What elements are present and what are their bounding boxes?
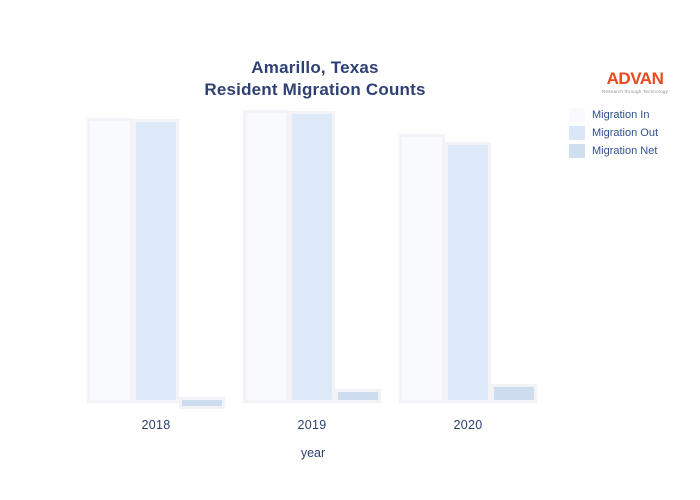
- chart-title-line2: Resident Migration Counts: [204, 80, 426, 100]
- legend-item-migration-net[interactable]: Migration Net: [569, 144, 658, 158]
- bar-2020-migration-net[interactable]: [491, 384, 537, 403]
- advan-logo: ADVAN Research through Technology: [597, 61, 673, 102]
- bar-2019-migration-out[interactable]: [289, 111, 335, 403]
- legend-label: Migration Net: [592, 145, 658, 157]
- legend-label: Migration Out: [592, 127, 659, 139]
- bar-2018-migration-net[interactable]: [179, 397, 225, 409]
- advan-logo-tagline: Research through Technology: [601, 88, 669, 94]
- legend-swatch: [569, 108, 585, 122]
- bar-2019-migration-net[interactable]: [335, 389, 381, 403]
- x-tick-2020: 2020: [453, 418, 483, 432]
- bar-2020-migration-out[interactable]: [445, 142, 491, 403]
- legend-label: Migration In: [592, 109, 650, 121]
- chart-title: Amarillo, Texas Resident Migration Count…: [0, 57, 630, 101]
- x-tick-2018: 2018: [141, 418, 171, 432]
- chart-legend: Migration In Migration Out Migration Net: [569, 108, 658, 162]
- bar-2018-migration-in[interactable]: [87, 118, 133, 403]
- x-tick-2019: 2019: [297, 418, 327, 432]
- legend-item-migration-in[interactable]: Migration In: [569, 108, 658, 122]
- legend-swatch: [569, 144, 585, 158]
- advan-logo-text: ADVAN: [606, 68, 664, 88]
- chart-title-line1: Amarillo, Texas: [251, 58, 379, 77]
- x-axis-title: year: [300, 446, 326, 460]
- legend-swatch: [569, 126, 585, 140]
- bar-2019-migration-in[interactable]: [243, 110, 289, 403]
- bar-2020-migration-in[interactable]: [399, 134, 445, 403]
- bar-2018-migration-out[interactable]: [133, 119, 179, 403]
- legend-item-migration-out[interactable]: Migration Out: [569, 126, 658, 140]
